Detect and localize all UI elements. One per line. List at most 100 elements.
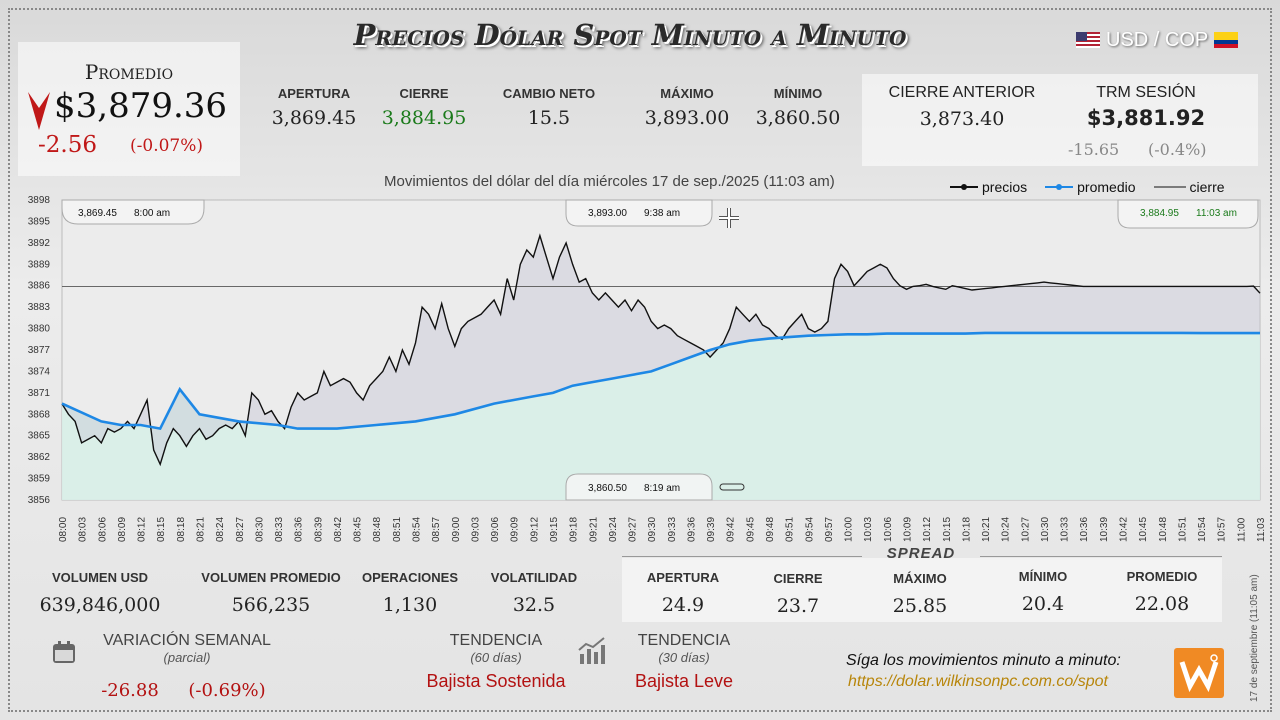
stat-label: CIERRE: [773, 571, 823, 586]
x-tick-label: 10:24: [1001, 517, 1012, 542]
x-tick-label: 08:45: [353, 517, 364, 542]
x-tick-label: 11:00: [1236, 517, 1247, 542]
x-tick-label: 10:03: [863, 517, 874, 542]
min-callout-time: 8:19 am: [644, 483, 680, 494]
stat-value: 25.85: [892, 595, 948, 617]
tendencia-value: Bajista Sostenida: [426, 671, 566, 691]
legend-label: promedio: [1077, 179, 1136, 195]
spread-title: SPREAD: [886, 545, 956, 562]
timestamp-vertical: 17 de septiembre (11:05 am): [1249, 566, 1263, 702]
previous-close-panel: [862, 74, 1258, 166]
currency-pair: USD / COP: [1076, 28, 1246, 52]
x-tick-label: 09:45: [745, 517, 756, 542]
chart-subtitle: Movimientos del dólar del día miércoles …: [384, 173, 835, 190]
outer-frame: [8, 8, 1272, 712]
x-tick-label: 10:48: [1158, 517, 1169, 542]
y-tick-label: 3856: [28, 495, 51, 506]
page-title: Precios Dólar Spot Minuto a Minuto: [353, 18, 907, 52]
stat-label: MÍNIMO: [1018, 569, 1068, 584]
trm-change: -15.65: [1068, 140, 1120, 159]
price-average-band: [62, 235, 1260, 465]
x-tick-label: 09:39: [706, 517, 717, 542]
stat-value: 3,873.40: [919, 108, 1005, 130]
y-tick-label: 3889: [28, 259, 51, 270]
x-tick-label: 08:24: [215, 517, 226, 542]
legend-promedio-swatch: [1045, 184, 1074, 190]
x-tick-label: 10:09: [902, 517, 913, 542]
x-tick-label: 09:30: [647, 517, 658, 542]
legend-cierre-swatch: [1153, 186, 1186, 188]
stat-label: TRM SESIÓN: [1096, 84, 1196, 101]
y-tick-label: 3862: [28, 452, 51, 463]
stat-value: 639,846,000: [39, 594, 161, 616]
variacion-pct-box: (-0.69%): [182, 674, 272, 701]
variacion-semanal: VARIACIÓN SEMANAL (parcial): [96, 632, 278, 665]
stat-operaciones: OPERACIONES 1,130: [356, 570, 464, 616]
stat-label: APERTURA: [646, 570, 720, 585]
spread-divider: [980, 556, 1222, 557]
x-tick-label: 10:00: [844, 517, 855, 542]
stat-label: PROMEDIO: [1126, 569, 1198, 584]
stat-maximo: MÁXIMO 3,893.00: [632, 86, 742, 129]
stat-value: 15.5: [527, 107, 571, 129]
spread-minimo: MÍNIMO 20.4: [996, 569, 1090, 615]
promedio-value: $3,879.36: [54, 86, 228, 126]
tendencia-30: TENDENCIA (30 días) Bajista Leve: [614, 632, 754, 692]
stat-trm: TRM SESIÓN $3,881.92: [1072, 84, 1220, 130]
max-callout-value: 3,893.00: [588, 208, 627, 219]
tendencia-sub: (30 días): [658, 650, 710, 665]
x-tick-label: 09:03: [470, 517, 481, 542]
tendencia-label: TENDENCIA: [637, 632, 731, 649]
x-tick-label: 10:33: [1060, 517, 1071, 542]
x-tick-label: 10:15: [942, 517, 953, 542]
legend-precios-swatch: [950, 184, 978, 190]
y-tick-label: 3880: [28, 324, 51, 335]
stat-cierre-anterior: CIERRE ANTERIOR 3,873.40: [880, 84, 1044, 130]
x-tick-label: 08:30: [254, 517, 265, 542]
stat-label: OPERACIONES: [361, 570, 459, 585]
promedio-panel: Promedio $3,879.36 -2.56 (-0.07%): [18, 42, 240, 176]
wilkinson-logo-icon[interactable]: [1174, 648, 1224, 698]
stat-cierre: CIERRE 3,884.95: [372, 86, 476, 129]
tendencia-60: TENDENCIA (60 días) Bajista Sostenida: [410, 632, 582, 692]
stat-label: CIERRE: [399, 86, 449, 101]
x-tick-label: 08:42: [333, 517, 344, 542]
stat-value: 3,884.95: [381, 107, 467, 129]
open-callout-value: 3,869.45: [78, 208, 117, 219]
stat-value: 566,235: [231, 594, 311, 616]
spread-divider: [622, 556, 862, 557]
variacion-label: VARIACIÓN SEMANAL: [103, 632, 271, 649]
timestamp-text: 17 de septiembre (11:05 am): [1249, 574, 1260, 702]
x-tick-label: 08:27: [235, 517, 246, 542]
x-tick-label: 10:27: [1020, 517, 1031, 542]
x-tick-label: 08:33: [274, 517, 285, 542]
x-tick-label: 08:06: [97, 517, 108, 542]
variacion-value-box: -26.88: [90, 674, 170, 701]
trend-chart-icon: [578, 637, 605, 664]
stat-value: 32.5: [512, 594, 556, 616]
x-tick-label: 10:18: [961, 517, 972, 542]
close-callout-time: 11:03 am: [1196, 208, 1237, 219]
x-tick-label: 10:51: [1177, 517, 1188, 542]
follow-text: Síga los movimientos minuto a minuto:: [846, 652, 1121, 669]
spread-apertura: APERTURA 24.9: [636, 570, 730, 616]
legend-label: cierre: [1189, 179, 1225, 195]
stat-label: CAMBIO NETO: [502, 86, 596, 101]
x-tick-label: 10:21: [981, 517, 992, 542]
y-tick-label: 3871: [28, 388, 51, 399]
y-tick-label: 3895: [28, 216, 51, 227]
x-tick-label: 10:57: [1217, 517, 1228, 542]
price-line: [61, 233, 1261, 467]
price-chart: 3856 3859 3862 3865 3868 3871 3874 3877 3880 3883…: [28, 195, 1267, 542]
follow-link[interactable]: https://dolar.wilkinsonpc.com.co/spot: [848, 673, 1108, 690]
max-callout-box: [565, 199, 713, 227]
spread-cierre: CIERRE 23.7: [752, 571, 844, 617]
stat-label: VOLUMEN PROMEDIO: [201, 570, 341, 585]
x-tick-label: 09:33: [667, 517, 678, 542]
x-tick-label: 08:15: [156, 517, 167, 542]
close-callout-box: [1117, 199, 1259, 229]
x-tick-label: 08:09: [117, 517, 128, 542]
stat-value: 24.9: [661, 594, 705, 616]
x-tick-label: 08:21: [195, 517, 206, 542]
stat-value: 23.7: [776, 595, 820, 617]
